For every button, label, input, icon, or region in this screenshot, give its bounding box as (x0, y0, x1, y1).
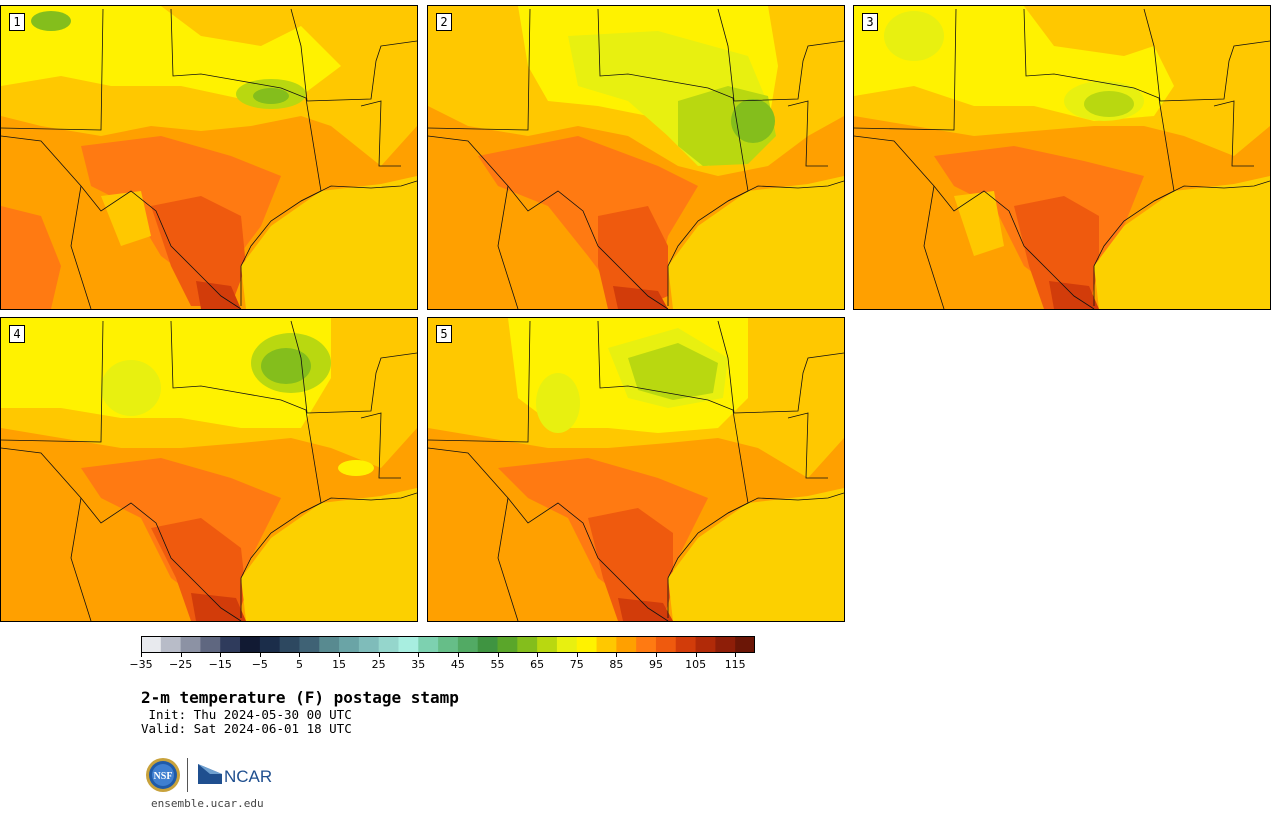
colorbar-tick-label: 105 (685, 658, 707, 671)
ensemble-member-4-map: 4 (0, 317, 418, 622)
colorbar-swatch (517, 636, 538, 653)
colorbar-tick-label: −15 (208, 658, 232, 671)
colorbar-tick-label: 15 (332, 658, 347, 671)
svg-text:NSF: NSF (154, 771, 173, 782)
colorbar-swatch (398, 636, 419, 653)
colorbar-border (141, 636, 755, 653)
colorbar-swatch (695, 636, 716, 653)
colorbar-tick-label: 65 (530, 658, 545, 671)
colorbar-tick (457, 653, 459, 657)
ensemble-member-3-map: 3 (853, 5, 1271, 310)
logo-divider (187, 758, 188, 792)
colorbar-tick (299, 653, 301, 657)
valid-time: Valid: Sat 2024-06-01 18 UTC (141, 721, 352, 736)
nsf-logo: NSF (145, 757, 181, 797)
colorbar-tick (141, 653, 142, 657)
colorbar-swatch (220, 636, 241, 653)
svg-text:NCAR: NCAR (224, 767, 272, 786)
colorbar-tick (655, 653, 657, 657)
colorbar-swatch (418, 636, 439, 653)
member-number-label: 3 (862, 13, 878, 31)
colorbar-swatch (675, 636, 697, 653)
colorbar-tick (537, 653, 539, 657)
member-number-label: 4 (9, 325, 25, 343)
colorbar-swatch (200, 636, 221, 653)
colorbar-tick-label: 75 (569, 658, 584, 671)
colorbar-swatch (655, 636, 677, 653)
init-time: Init: Thu 2024-05-30 00 UTC (141, 707, 352, 722)
colorbar-swatch (319, 636, 340, 653)
colorbar-swatch (358, 636, 380, 653)
colorbar-swatch (279, 636, 300, 653)
colorbar-swatch (180, 636, 201, 653)
colorbar-tick-label: 95 (648, 658, 663, 671)
colorbar-tick-label: −5 (251, 658, 268, 671)
colorbar-tick-label: 5 (295, 658, 303, 671)
colorbar-tick-label: 85 (609, 658, 624, 671)
member-number-label: 2 (436, 13, 452, 31)
colorbar-tick-label: −35 (129, 658, 153, 671)
ensemble-member-5-map: 5 (427, 317, 845, 622)
colorbar-swatch (616, 636, 637, 653)
colorbar-tick (497, 653, 499, 657)
colorbar-swatch (715, 636, 736, 653)
colorbar-swatch (160, 636, 182, 653)
map-title: 2-m temperature (F) postage stamp (141, 688, 459, 707)
ensemble-member-2-map: 2 (427, 5, 845, 310)
temperature-colorbar (141, 636, 755, 653)
colorbar-tick-label: 55 (490, 658, 505, 671)
colorbar-swatch (477, 636, 499, 653)
colorbar-tick-label: 35 (411, 658, 426, 671)
colorbar-tick (339, 653, 341, 657)
colorbar-swatch (556, 636, 578, 653)
colorbar-swatch (339, 636, 360, 653)
colorbar-swatch (636, 636, 657, 653)
colorbar-swatch (240, 636, 261, 653)
colorbar-tick (576, 653, 578, 657)
colorbar-tick (616, 653, 618, 657)
colorbar-ticks: −35 −25 −15 −5 5 15 25 35 45 55 65 75 85 95 105 115 (129, 653, 755, 675)
colorbar-swatch (378, 636, 399, 653)
ensemble-member-1-map: 1 (0, 5, 418, 310)
colorbar-swatch (141, 636, 162, 653)
member-number-label: 5 (436, 325, 452, 343)
colorbar-swatch (457, 636, 479, 653)
colorbar-swatch (537, 636, 558, 653)
colorbar-swatch (596, 636, 617, 653)
colorbar-tick (259, 653, 261, 657)
colorbar-swatch (259, 636, 281, 653)
colorbar-tick (695, 653, 697, 657)
colorbar-tick-label: 45 (450, 658, 465, 671)
colorbar-swatch (735, 636, 755, 653)
colorbar-swatch (299, 636, 320, 653)
colorbar-swatch (438, 636, 459, 653)
ncar-logo: NCAR (198, 762, 272, 790)
colorbar-swatch (497, 636, 518, 653)
colorbar-tick (180, 653, 182, 657)
website-text: ensemble.ucar.edu (151, 797, 264, 810)
colorbar-tick (735, 653, 737, 657)
colorbar-tick-label: −25 (169, 658, 193, 671)
colorbar-tick (378, 653, 380, 657)
colorbar-swatch (576, 636, 598, 653)
member-number-label: 1 (9, 13, 25, 31)
colorbar-tick (418, 653, 420, 657)
colorbar-tick-label: 25 (371, 658, 386, 671)
colorbar-tick (220, 653, 222, 657)
colorbar-tick-label: 115 (724, 658, 746, 671)
